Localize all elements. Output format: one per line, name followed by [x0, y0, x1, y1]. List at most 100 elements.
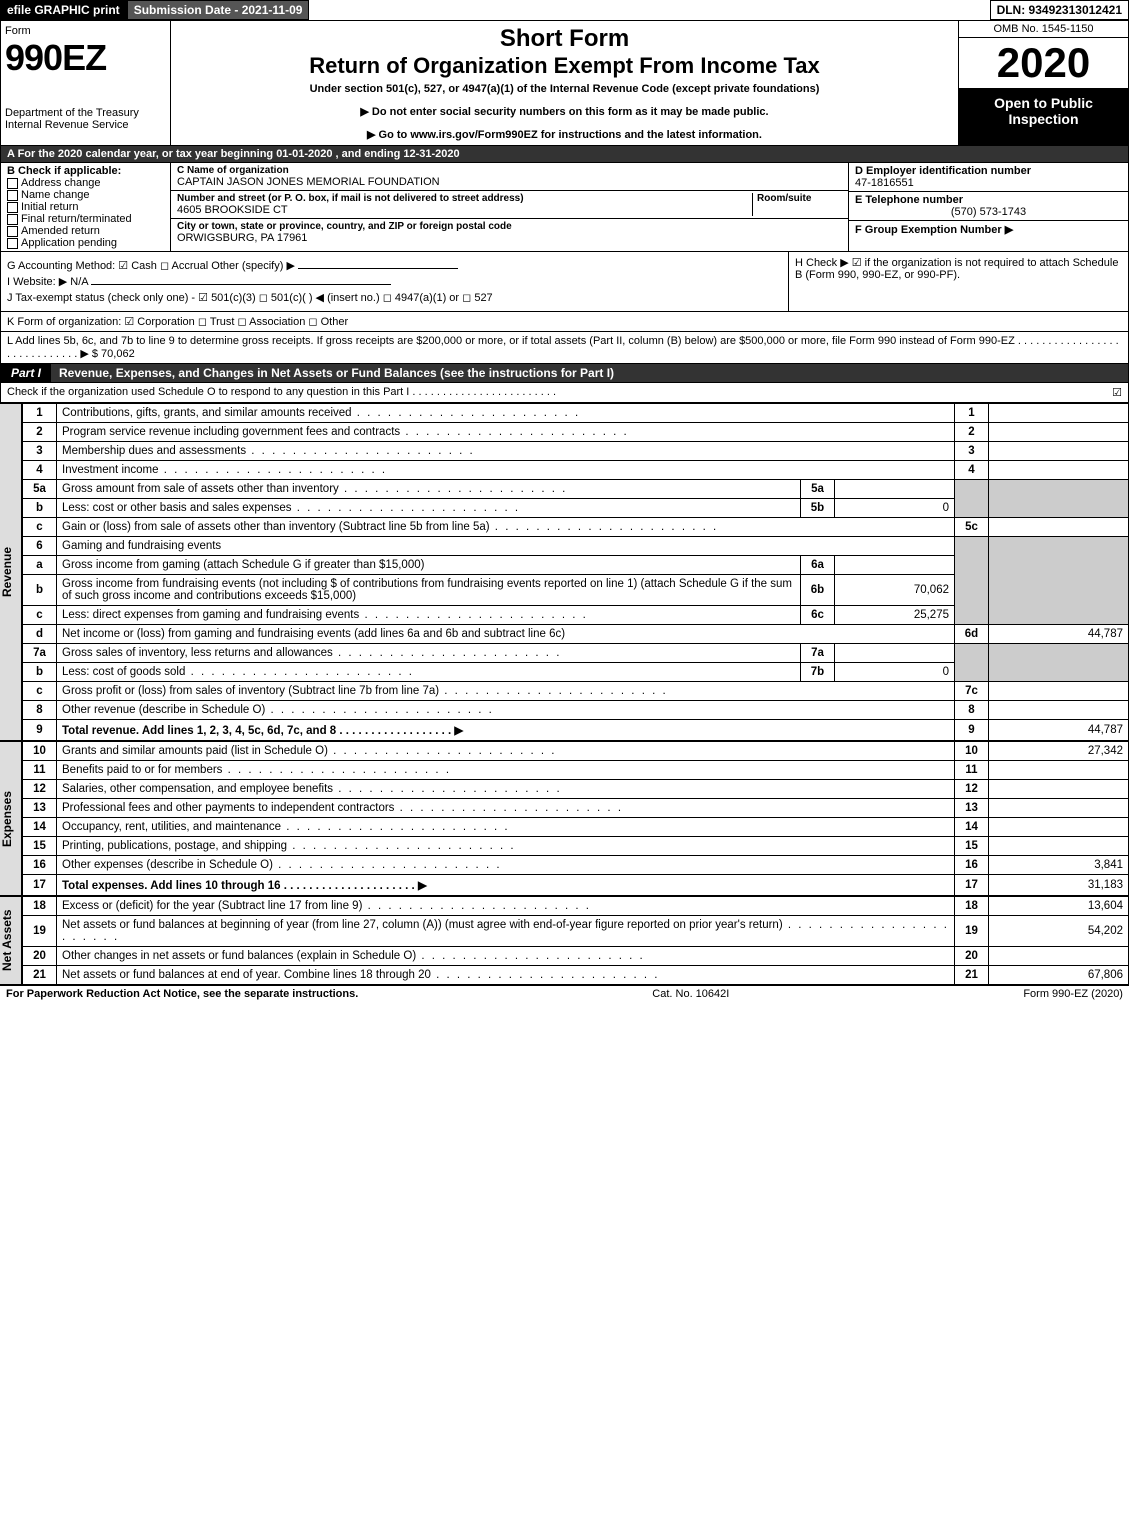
chk-initial-return[interactable]: Initial return	[7, 201, 164, 213]
ein: 47-1816551	[855, 177, 1122, 189]
form-header: Form 990EZ Department of the Treasury In…	[0, 20, 1129, 146]
opt-name-change: Name change	[21, 189, 90, 201]
line-14: 14Occupancy, rent, utilities, and mainte…	[23, 818, 1129, 837]
form-number: 990EZ	[5, 37, 166, 79]
c-city-label: City or town, state or province, country…	[177, 221, 842, 232]
open-to-public: Open to Public Inspection	[959, 89, 1128, 145]
short-form-title: Short Form	[179, 25, 950, 53]
line-16: 16Other expenses (describe in Schedule O…	[23, 856, 1129, 875]
org-street: 4605 BROOKSIDE CT	[177, 204, 752, 216]
org-name: CAPTAIN JASON JONES MEMORIAL FOUNDATION	[177, 176, 842, 188]
revenue-section: Revenue 1Contributions, gifts, grants, a…	[0, 403, 1129, 741]
e-label: E Telephone number	[855, 194, 1122, 206]
line-20: 20Other changes in net assets or fund ba…	[23, 947, 1129, 966]
line-18: 18Excess or (deficit) for the year (Subt…	[23, 897, 1129, 916]
footer-form: Form 990-EZ (2020)	[1023, 988, 1123, 1000]
part-1-tag: Part I	[1, 364, 51, 382]
line-17: 17Total expenses. Add lines 10 through 1…	[23, 875, 1129, 896]
goto-link[interactable]: ▶ Go to www.irs.gov/Form990EZ for instru…	[179, 128, 950, 141]
c-addr-label: Number and street (or P. O. box, if mail…	[177, 193, 752, 204]
dept-treasury: Department of the Treasury	[5, 107, 166, 119]
line-2: 2Program service revenue including gover…	[23, 423, 1129, 442]
net-assets-label: Net Assets	[0, 896, 22, 985]
box-c: C Name of organization CAPTAIN JASON JON…	[171, 163, 848, 251]
telephone: (570) 573-1743	[855, 206, 1122, 218]
topbar-spacer	[309, 0, 989, 20]
expenses-label: Expenses	[0, 741, 22, 896]
net-assets-section: Net Assets 18Excess or (deficit) for the…	[0, 896, 1129, 985]
chk-name-change[interactable]: Name change	[7, 189, 164, 201]
chk-address-change[interactable]: Address change	[7, 177, 164, 189]
line-8: 8Other revenue (describe in Schedule O)8	[23, 701, 1129, 720]
room-label: Room/suite	[757, 193, 842, 204]
line-21: 21Net assets or fund balances at end of …	[23, 966, 1129, 985]
tax-year: 2020	[959, 38, 1128, 89]
return-title: Return of Organization Exempt From Incom…	[179, 53, 950, 79]
expenses-section: Expenses 10Grants and similar amounts pa…	[0, 741, 1129, 896]
line-6: 6Gaming and fundraising events	[23, 537, 1129, 556]
opt-initial-return: Initial return	[21, 201, 78, 213]
line-5a: 5aGross amount from sale of assets other…	[23, 480, 1129, 499]
c-name-label: C Name of organization	[177, 165, 842, 176]
row-l: L Add lines 5b, 6c, and 7b to line 9 to …	[0, 332, 1129, 364]
opt-address-change: Address change	[21, 177, 101, 189]
form-word: Form	[5, 25, 166, 37]
opt-final-return: Final return/terminated	[21, 213, 132, 225]
line-13: 13Professional fees and other payments t…	[23, 799, 1129, 818]
header-right: OMB No. 1545-1150 2020 Open to Public In…	[958, 21, 1128, 145]
revenue-table: 1Contributions, gifts, grants, and simil…	[22, 403, 1129, 741]
chk-amended-return[interactable]: Amended return	[7, 225, 164, 237]
ssn-note: ▶ Do not enter social security numbers o…	[179, 105, 950, 118]
line-5c: cGain or (loss) from sale of assets othe…	[23, 518, 1129, 537]
under-section: Under section 501(c), 527, or 4947(a)(1)…	[179, 83, 950, 95]
row-h: H Check ▶ ☑ if the organization is not r…	[788, 252, 1128, 311]
footer-cat: Cat. No. 10642I	[652, 988, 729, 1000]
row-a-taxyear: A For the 2020 calendar year, or tax yea…	[0, 146, 1129, 163]
part-1-sub: Check if the organization used Schedule …	[7, 386, 556, 399]
efile-print-button[interactable]: efile GRAPHIC print	[0, 0, 127, 20]
revenue-label: Revenue	[0, 403, 22, 741]
row-k: K Form of organization: ☑ Corporation ◻ …	[0, 312, 1129, 332]
part-1-title: Revenue, Expenses, and Changes in Net As…	[59, 366, 614, 380]
line-19: 19Net assets or fund balances at beginni…	[23, 916, 1129, 947]
row-g: G Accounting Method: ☑ Cash ◻ Accrual Ot…	[7, 259, 782, 272]
opt-application-pending: Application pending	[21, 237, 117, 249]
info-grid: B Check if applicable: Address change Na…	[0, 163, 1129, 252]
part-1-header: Part I Revenue, Expenses, and Changes in…	[0, 364, 1129, 383]
top-bar: efile GRAPHIC print Submission Date - 20…	[0, 0, 1129, 20]
footer-left: For Paperwork Reduction Act Notice, see …	[6, 988, 358, 1000]
chk-application-pending[interactable]: Application pending	[7, 237, 164, 249]
net-assets-table: 18Excess or (deficit) for the year (Subt…	[22, 896, 1129, 985]
d-label: D Employer identification number	[855, 165, 1122, 177]
line-3: 3Membership dues and assessments3	[23, 442, 1129, 461]
part-1-subrow: Check if the organization used Schedule …	[0, 383, 1129, 403]
page-footer: For Paperwork Reduction Act Notice, see …	[0, 985, 1129, 1002]
box-b: B Check if applicable: Address change Na…	[1, 163, 171, 251]
line-15: 15Printing, publications, postage, and s…	[23, 837, 1129, 856]
line-6d: dNet income or (loss) from gaming and fu…	[23, 625, 1129, 644]
box-b-label: B Check if applicable:	[7, 165, 164, 177]
line-10: 10Grants and similar amounts paid (list …	[23, 742, 1129, 761]
omb-number: OMB No. 1545-1150	[959, 21, 1128, 38]
line-1: 1Contributions, gifts, grants, and simil…	[23, 404, 1129, 423]
opt-amended-return: Amended return	[21, 225, 100, 237]
header-center: Short Form Return of Organization Exempt…	[171, 21, 958, 145]
row-j: J Tax-exempt status (check only one) - ☑…	[7, 291, 782, 304]
part-1-check[interactable]: ☑	[1112, 386, 1122, 399]
line-11: 11Benefits paid to or for members11	[23, 761, 1129, 780]
dln: DLN: 93492313012421	[990, 0, 1129, 20]
expenses-table: 10Grants and similar amounts paid (list …	[22, 741, 1129, 896]
f-label: F Group Exemption Number ▶	[855, 223, 1122, 236]
org-city: ORWIGSBURG, PA 17961	[177, 232, 842, 244]
below-info: G Accounting Method: ☑ Cash ◻ Accrual Ot…	[0, 252, 1129, 312]
irs-label: Internal Revenue Service	[5, 119, 166, 131]
line-9: 9Total revenue. Add lines 1, 2, 3, 4, 5c…	[23, 720, 1129, 741]
line-7c: cGross profit or (loss) from sales of in…	[23, 682, 1129, 701]
chk-final-return[interactable]: Final return/terminated	[7, 213, 164, 225]
header-left: Form 990EZ Department of the Treasury In…	[1, 21, 171, 145]
submission-date: Submission Date - 2021-11-09	[127, 0, 310, 20]
line-4: 4Investment income4	[23, 461, 1129, 480]
row-i: I Website: ▶ N/A	[7, 275, 782, 288]
box-def: D Employer identification number 47-1816…	[848, 163, 1128, 251]
line-7a: 7aGross sales of inventory, less returns…	[23, 644, 1129, 663]
